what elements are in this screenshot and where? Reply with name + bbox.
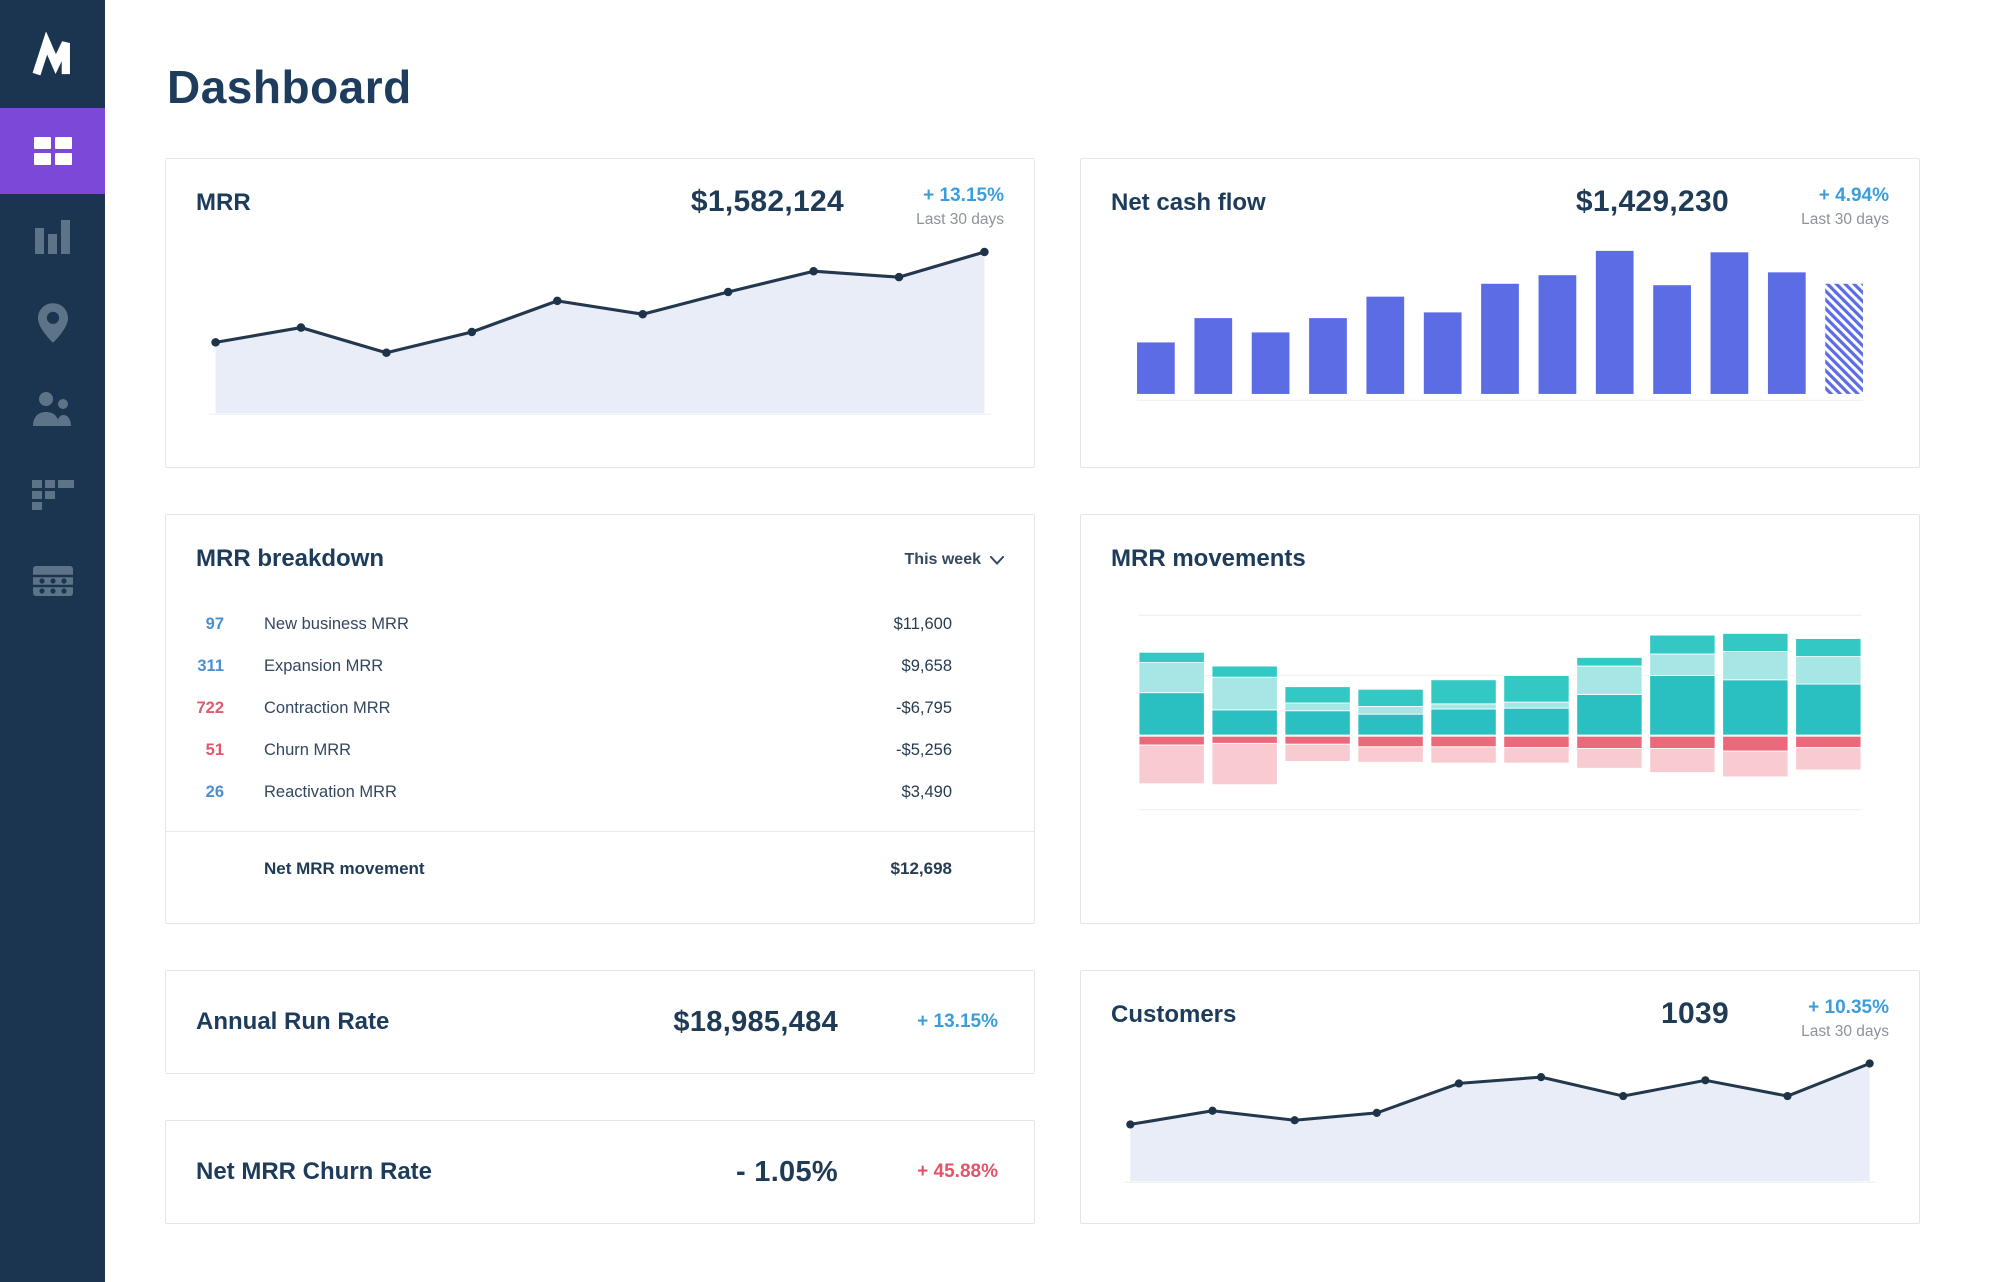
mrr-value: $1,582,124: [690, 185, 844, 218]
net-cash-flow-delta: + 4.94%: [1818, 185, 1889, 206]
breakdown-row-count: 97: [205, 614, 224, 633]
sidebar-item-data[interactable]: [0, 538, 105, 624]
sidebar-item-customers[interactable]: [0, 366, 105, 452]
breakdown-row-label: Contraction MRR: [264, 698, 391, 717]
customers-card: Customers 1039 + 10.35% Last 30 days: [1080, 970, 1920, 1224]
sidebar-item-charts[interactable]: [0, 194, 105, 280]
breakdown-row-value: $11,600: [893, 614, 952, 633]
net-mrr-movement-value: $12,698: [890, 858, 952, 878]
breakdown-row-count: 722: [196, 698, 224, 717]
breakdown-footer: Net MRR movement $12,698: [166, 831, 1034, 905]
mrr-line-chart: [210, 247, 990, 415]
customers-period: Last 30 days: [1801, 1023, 1889, 1040]
breakdown-row: 311 Expansion MRR $9,658: [196, 645, 1004, 687]
annual-run-rate-delta: + 13.15%: [917, 1011, 998, 1032]
annual-run-rate-value: $18,985,484: [673, 1005, 838, 1038]
mrr-delta: + 13.15%: [923, 185, 1004, 206]
bar-chart-icon: [34, 220, 70, 254]
mrr-breakdown-card: MRR breakdown This week 97 New business M…: [165, 514, 1035, 924]
customers-title: Customers: [1111, 1001, 1237, 1028]
blocks-icon: [31, 480, 74, 510]
net-cash-flow-bar-chart: [1137, 250, 1863, 402]
net-mrr-churn-rate-delta: + 45.88%: [917, 1161, 998, 1182]
map-pin-icon: [37, 303, 68, 343]
breakdown-row: 97 New business MRR $11,600: [196, 603, 1004, 645]
chartmogul-logo[interactable]: [0, 0, 105, 108]
net-mrr-churn-rate-value: - 1.05%: [735, 1155, 838, 1188]
main-content: Dashboard MRR $1,582,124 + 13.15% Last 3…: [105, 0, 2000, 1282]
net-mrr-churn-rate-title: Net MRR Churn Rate: [196, 1158, 433, 1185]
sidebar: [0, 0, 105, 1282]
customers-value: 1039: [1661, 997, 1729, 1030]
dashboard-grid: MRR $1,582,124 + 13.15% Last 30 days Net…: [165, 158, 1920, 1224]
dashboard-grid-icon: [33, 137, 72, 165]
breakdown-row-value: -$5,256: [896, 740, 952, 759]
page-title: Dashboard: [167, 61, 412, 113]
breakdown-row-label: Reactivation MRR: [264, 782, 397, 801]
table-grid-icon: [32, 566, 73, 596]
breakdown-row: 722 Contraction MRR -$6,795: [196, 687, 1004, 729]
annual-run-rate-card: Annual Run Rate $18,985,484 + 13.15%: [165, 970, 1035, 1074]
breakdown-rows: 97 New business MRR $11,600 311 Expansion MR…: [196, 603, 1004, 813]
week-filter-dropdown[interactable]: This week: [905, 545, 1004, 569]
sidebar-item-cohorts[interactable]: [0, 452, 105, 538]
breakdown-row-value: -$6,795: [896, 698, 952, 717]
mrr-period: Last 30 days: [916, 211, 1004, 228]
mrr-movements-stacked-chart: [1139, 614, 1861, 811]
breakdown-row-label: Expansion MRR: [264, 656, 384, 675]
annual-run-rate-title: Annual Run Rate: [196, 1008, 390, 1035]
customers-delta: + 10.35%: [1808, 997, 1889, 1018]
sidebar-nav: [0, 108, 105, 624]
breakdown-row: 51 Churn MRR -$5,256: [196, 729, 1004, 771]
net-cash-flow-period: Last 30 days: [1801, 211, 1889, 228]
breakdown-row-count: 311: [197, 656, 224, 675]
week-filter-label: This week: [904, 551, 981, 568]
breakdown-row-value: $9,658: [901, 656, 952, 675]
net-cash-flow-title: Net cash flow: [1111, 189, 1266, 216]
breakdown-row-count: 26: [205, 782, 224, 801]
breakdown-row-label: New business MRR: [264, 614, 409, 633]
sidebar-item-dashboard[interactable]: [0, 108, 105, 194]
mrr-movements-title: MRR movements: [1111, 545, 1306, 572]
mrr-breakdown-title: MRR breakdown: [196, 545, 385, 572]
chevron-down-icon: [990, 555, 1004, 565]
customers-line-chart: [1125, 1059, 1875, 1183]
breakdown-row-label: Churn MRR: [264, 740, 352, 759]
net-cash-flow-card: Net cash flow $1,429,230 + 4.94% Last 30…: [1080, 158, 1920, 468]
chartmogul-logo-icon: [32, 32, 70, 76]
breakdown-row: 26 Reactivation MRR $3,490: [196, 771, 1004, 813]
net-cash-flow-value: $1,429,230: [1575, 185, 1729, 218]
people-icon: [32, 392, 71, 426]
mrr-card-title: MRR: [196, 189, 251, 216]
breakdown-row-value: $3,490: [901, 782, 952, 801]
mrr-movements-card: MRR movements: [1080, 514, 1920, 924]
net-mrr-movement-label: Net MRR movement: [264, 858, 425, 878]
mrr-card: MRR $1,582,124 + 13.15% Last 30 days: [165, 158, 1035, 468]
net-mrr-churn-rate-card: Net MRR Churn Rate - 1.05% + 45.88%: [165, 1120, 1035, 1224]
sidebar-item-geography[interactable]: [0, 280, 105, 366]
breakdown-row-count: 51: [205, 740, 224, 759]
